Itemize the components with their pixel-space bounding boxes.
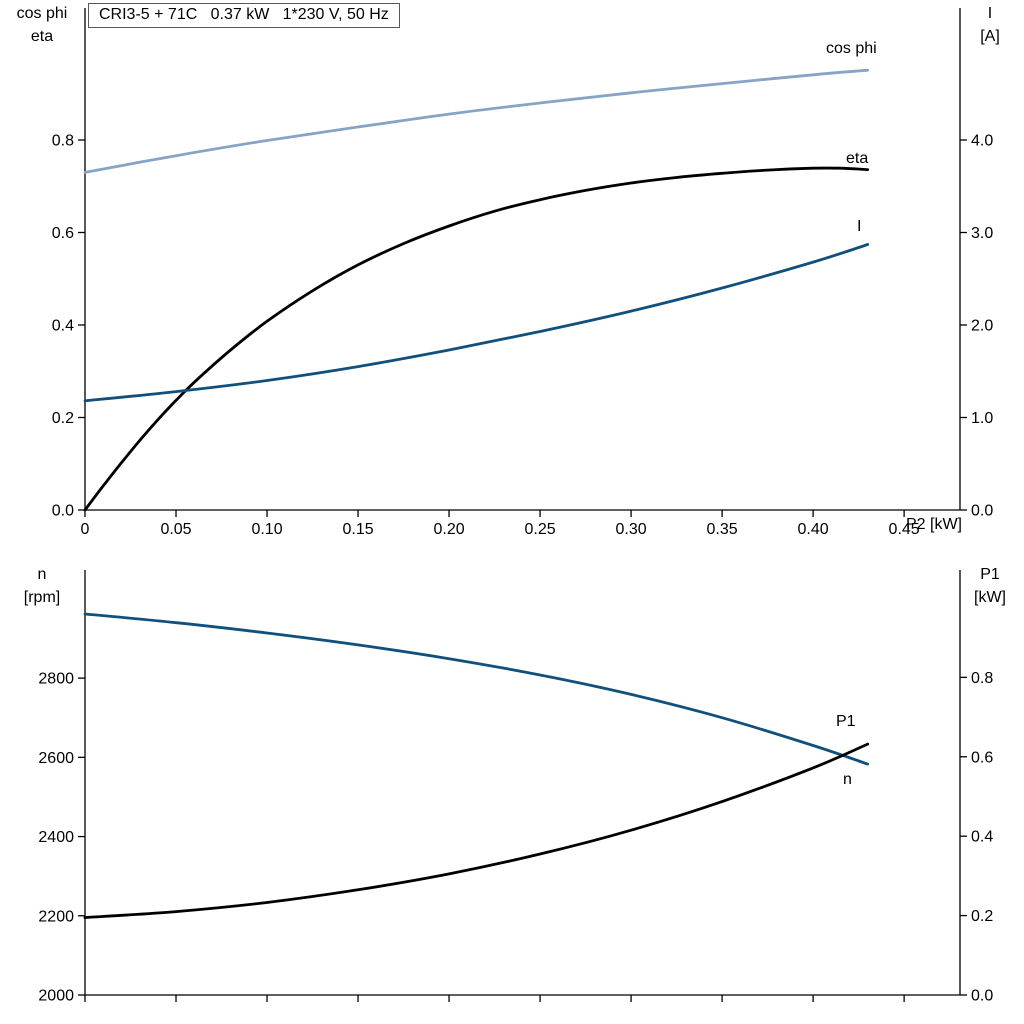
x-tick-label: 0.25 bbox=[524, 521, 555, 538]
x-tick-label: 0.15 bbox=[342, 521, 373, 538]
axis-title-cos-phi: cos phi bbox=[16, 5, 68, 22]
x-tick-label: 0.45 bbox=[889, 521, 920, 538]
axis-title-speed: n bbox=[37, 566, 47, 583]
right-tick-label: 0.8 bbox=[971, 670, 993, 687]
axis-title-current-unit: [A] bbox=[980, 28, 1000, 45]
right-tick-label: 3.0 bbox=[971, 225, 993, 242]
left-tick-label: 0.4 bbox=[52, 317, 74, 334]
curve-eta bbox=[83, 166, 870, 512]
right-tick-label: 0.2 bbox=[971, 908, 993, 925]
curve-n bbox=[83, 612, 870, 766]
left-tick-label: 0.6 bbox=[52, 225, 74, 242]
right-tick-label: 4.0 bbox=[971, 132, 993, 149]
bottom-right-axis-title: P1 [kW] bbox=[960, 563, 1020, 609]
x-tick-label: 0.10 bbox=[251, 521, 282, 538]
right-tick-label: 0.0 bbox=[971, 988, 993, 1005]
left-tick-label: 0.8 bbox=[52, 132, 74, 149]
axis-title-eta: eta bbox=[30, 28, 54, 45]
x-tick-label: 0.30 bbox=[616, 521, 647, 538]
curve-label-eta: eta bbox=[846, 150, 868, 167]
curve-label-n: n bbox=[843, 771, 852, 788]
top-right-axis-title: I [A] bbox=[960, 2, 1020, 48]
left-tick-label: 2200 bbox=[38, 908, 74, 925]
curve-label-i: I bbox=[857, 218, 861, 235]
left-tick-label: 0.0 bbox=[52, 503, 74, 520]
x-tick-label: 0.40 bbox=[798, 521, 829, 538]
x-tick-label: 0.20 bbox=[433, 521, 464, 538]
left-tick-label: 2600 bbox=[38, 750, 74, 767]
left-tick-label: 2800 bbox=[38, 671, 74, 688]
axis-title-p1-unit: [kW] bbox=[974, 589, 1006, 606]
left-tick-label: 2000 bbox=[38, 988, 74, 1005]
axis-title-p1: P1 bbox=[980, 566, 1000, 583]
x-tick-label: 0.05 bbox=[160, 521, 191, 538]
right-tick-label: 0.4 bbox=[971, 829, 993, 846]
curve-i bbox=[83, 243, 870, 403]
x-axis-title: P2 [kW] bbox=[905, 516, 962, 533]
curve-label-cos-phi: cos phi bbox=[826, 40, 877, 57]
right-tick-label: 0.0 bbox=[971, 503, 993, 520]
left-tick-label: 2400 bbox=[38, 829, 74, 846]
speed-power-chart-bottom: 2000 2200 2400 2600 2800 0.0 0.2 0.4 0.6 0.8 n P1 bbox=[38, 570, 993, 1005]
x-tick-label: 0.35 bbox=[707, 521, 738, 538]
curve-cos-phi bbox=[83, 68, 870, 174]
right-tick-label: 2.0 bbox=[971, 317, 993, 334]
axis-title-speed-unit: [rpm] bbox=[23, 589, 61, 606]
axis-title-current: I bbox=[987, 5, 993, 22]
top-left-axis-title: cos phi eta bbox=[4, 2, 80, 48]
left-tick-label: 0.2 bbox=[52, 410, 74, 427]
motor-curves-chart-top: 0.0 0.2 0.4 0.6 0.8 0.0 1.0 2.0 3.0 4.0 0 0.05 0.10 0… bbox=[52, 8, 993, 538]
curve-p1 bbox=[83, 742, 870, 919]
right-tick-label: 0.6 bbox=[971, 749, 993, 766]
curve-label-p1: P1 bbox=[836, 713, 856, 730]
right-tick-label: 1.0 bbox=[971, 410, 993, 427]
x-tick-label: 0 bbox=[81, 521, 90, 538]
bottom-left-axis-title: n [rpm] bbox=[4, 563, 80, 609]
chart-title-box: CRI3-5 + 71C 0.37 kW 1*230 V, 50 Hz bbox=[88, 3, 400, 28]
